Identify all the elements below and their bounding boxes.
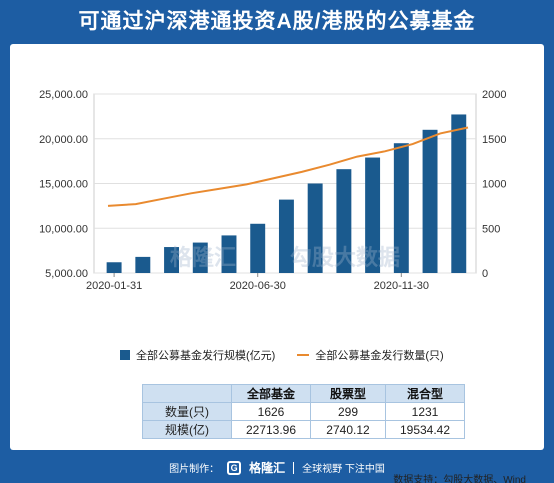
y-tick-label-left: 20,000.00 (39, 134, 88, 146)
combo-chart: 5,000.00 10,000.00 15,000.00 20,000.00 25,00… (39, 89, 506, 292)
table-cell: 299 (310, 402, 386, 421)
chart-panel: 5,000.00 10,000.00 15,000.00 20,000.00 25,00… (10, 44, 544, 483)
logo-icon: G (227, 460, 242, 475)
y-tick-label-left: 25,000.00 (39, 89, 88, 101)
bar (307, 183, 323, 273)
summary-table: 全部基金 股票型 混合型 数量(只) 1626 299 1231 规模(亿) 2… (142, 384, 465, 439)
bar (422, 129, 438, 273)
legend-swatch-line (297, 354, 310, 356)
y-tick-label-right: 1000 (482, 179, 506, 191)
footer-divider (293, 461, 295, 474)
bar (135, 256, 151, 273)
x-tick-label: 2020-01-31 (86, 280, 142, 292)
bar (451, 114, 467, 273)
table-cell: 19534.42 (385, 420, 465, 439)
x-tick-label: 2020-11-30 (374, 280, 429, 292)
bar (278, 199, 294, 273)
bar (393, 143, 409, 273)
watermark-logo: 格隆汇 (170, 245, 237, 270)
footer-made-by: 图片制作： (169, 464, 220, 475)
legend-item-bars: 全部公募基金发行规模(亿元) (120, 347, 275, 363)
y-tick-label-right: 2000 (482, 89, 506, 101)
y-tick-label-left: 10,000.00 (39, 223, 88, 235)
watermark-text: 勾股大数据 (290, 245, 401, 270)
footer-logo-text: 格隆汇 (249, 461, 286, 475)
y-tick-label-right: 0 (482, 268, 488, 280)
table-header-cell: 全部基金 (231, 384, 311, 403)
x-tick-label: 2020-06-30 (230, 280, 286, 292)
table-row-header: 规模(亿) (142, 420, 232, 439)
bar (365, 157, 381, 273)
table-header-cell: 混合型 (385, 384, 465, 403)
table-cell: 1626 (231, 402, 311, 421)
y-tick-label-left: 5,000.00 (45, 268, 88, 280)
bar (192, 242, 208, 273)
legend-swatch-bars (120, 350, 130, 360)
table-cell: 1231 (385, 402, 465, 421)
data-source: 数据支持：勾股大数据、Wind (393, 475, 526, 483)
bar (250, 223, 266, 273)
page-title: 可通过沪深港通投资A股/港股的公募基金 (78, 10, 476, 33)
table-header-row: 全部基金 股票型 混合型 (142, 384, 465, 403)
legend-item-line: 全部公募基金发行数量(只) (297, 347, 444, 363)
bar (336, 169, 352, 273)
bar (221, 235, 237, 273)
footer: 图片制作： G 格隆汇 全球视野 下注中国 (0, 452, 554, 483)
table-row: 规模(亿) 22713.96 2740.12 19534.42 (142, 420, 465, 439)
footer-slogan: 全球视野 下注中国 (302, 464, 385, 475)
table-cell: 22713.96 (231, 420, 311, 439)
bar (106, 262, 122, 273)
table-header-cell: 股票型 (310, 384, 386, 403)
table-header-cell (142, 384, 232, 403)
y-tick-label-right: 500 (482, 223, 500, 235)
bar (164, 247, 180, 273)
series-line (107, 126, 469, 207)
table-row-header: 数量(只) (142, 402, 232, 421)
table-row: 数量(只) 1626 299 1231 (142, 402, 465, 421)
table-cell: 2740.12 (310, 420, 386, 439)
y-tick-label-right: 1500 (482, 134, 506, 146)
legend-label-line: 全部公募基金发行数量(只) (315, 350, 444, 362)
y-tick-label-left: 15,000.00 (39, 179, 88, 191)
legend-label-bars: 全部公募基金发行规模(亿元) (136, 350, 276, 362)
chart-legend: 全部公募基金发行规模(亿元) 全部公募基金发行数量(只) (120, 347, 444, 363)
